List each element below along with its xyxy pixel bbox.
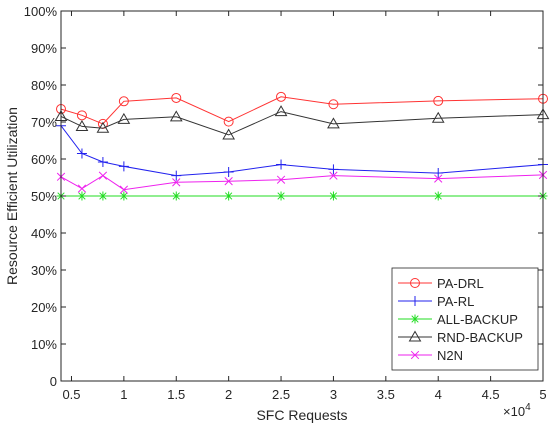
data-point xyxy=(77,184,87,193)
x-axis-exponent-power: 4 xyxy=(525,402,531,413)
data-point xyxy=(119,191,129,201)
data-point xyxy=(276,159,287,170)
legend-item-pa-rl: PA-RL xyxy=(398,294,474,309)
data-point xyxy=(276,191,286,201)
data-point xyxy=(75,119,89,131)
legend-item-rnd-backup: RND-BACKUP xyxy=(398,330,523,345)
data-point xyxy=(96,121,110,133)
data-point xyxy=(77,191,87,201)
y-tick-label: 10% xyxy=(31,337,57,352)
data-point xyxy=(276,175,286,184)
data-point xyxy=(433,95,444,106)
y-axis-label: Resource Efficient Utilization xyxy=(4,107,20,285)
x-tick-label: 4 xyxy=(435,387,442,402)
series-layer xyxy=(54,91,550,201)
x-tick-label: 3 xyxy=(330,387,337,402)
x-tick-label: 2.5 xyxy=(272,387,290,402)
x-axis-exponent: ×104 xyxy=(503,402,531,419)
x-axis-exponent-base: ×10 xyxy=(503,404,525,419)
data-point xyxy=(222,128,236,140)
series-line xyxy=(60,96,544,125)
data-point xyxy=(328,191,338,201)
data-point xyxy=(434,174,443,183)
legend-marker xyxy=(410,350,420,360)
data-point xyxy=(169,110,183,122)
series-line xyxy=(60,125,544,177)
data-point xyxy=(433,168,444,179)
data-point xyxy=(119,185,129,194)
legend-marker xyxy=(410,278,420,288)
data-point xyxy=(431,111,445,123)
y-tick-label: 80% xyxy=(31,78,57,93)
y-tick-label: 20% xyxy=(31,300,57,315)
data-point xyxy=(224,177,233,186)
legend-item-all-backup: ALL-BACKUP xyxy=(398,312,518,327)
legend-marker xyxy=(410,314,420,324)
data-point xyxy=(172,178,181,187)
data-point xyxy=(328,99,339,110)
legend-marker xyxy=(410,296,420,306)
legend-label: N2N xyxy=(437,348,463,363)
data-point xyxy=(76,148,87,159)
legend-label: ALL-BACKUP xyxy=(437,312,518,327)
data-point xyxy=(118,96,129,107)
data-point xyxy=(117,112,131,124)
axes-layer: 0 10% 20% 30% 40% 50% 60% 70% 80% 90% 100% 0.5 1 1.5 2… xyxy=(24,4,547,402)
data-point xyxy=(98,171,108,180)
data-point xyxy=(224,191,234,201)
legend-label: RND-BACKUP xyxy=(437,330,523,345)
y-tick-label: 70% xyxy=(31,115,57,130)
data-point xyxy=(76,110,87,121)
x-axis-label: SFC Requests xyxy=(256,407,347,423)
y-tick-label: 60% xyxy=(31,152,57,167)
data-point xyxy=(97,156,108,167)
data-point xyxy=(223,116,234,127)
series-rnd-backup xyxy=(54,105,550,140)
x-tick-label: 4.5 xyxy=(482,387,500,402)
series-line xyxy=(60,174,544,191)
data-point xyxy=(328,164,339,175)
y-tick-label: 100% xyxy=(24,4,58,19)
x-tick-label: 1 xyxy=(120,387,127,402)
series-all-backup xyxy=(56,191,548,201)
x-tick-label: 3.5 xyxy=(377,387,395,402)
legend-label: PA-DRL xyxy=(437,276,484,291)
data-point xyxy=(171,92,182,103)
data-point xyxy=(327,117,340,129)
legend-marker xyxy=(408,330,422,342)
y-tick-label: 0 xyxy=(50,374,57,389)
series-line xyxy=(60,111,544,136)
data-point xyxy=(223,166,234,177)
y-tick-label: 40% xyxy=(31,226,57,241)
data-point xyxy=(98,191,108,201)
legend-item-pa-drl: PA-DRL xyxy=(398,276,484,291)
data-point xyxy=(171,170,182,181)
y-tick-label: 90% xyxy=(31,41,57,56)
x-tick-label: 2 xyxy=(225,387,232,402)
x-tick-label: 5 xyxy=(539,387,546,402)
data-point xyxy=(329,171,338,180)
legend-item-n2n: N2N xyxy=(398,348,463,363)
legend: PA-DRL PA-RL ALL-BACKUP RND-BACKUP N2N xyxy=(391,267,539,371)
legend-label: PA-RL xyxy=(437,294,474,309)
x-tick-label: 0.5 xyxy=(62,387,80,402)
data-point xyxy=(118,161,129,172)
data-point xyxy=(433,191,443,201)
x-tick-label: 1.5 xyxy=(167,387,185,402)
y-tick-label: 30% xyxy=(31,263,57,278)
data-point xyxy=(171,191,181,201)
data-point xyxy=(274,105,288,117)
y-tick-label: 50% xyxy=(31,189,57,204)
data-point xyxy=(276,91,287,102)
